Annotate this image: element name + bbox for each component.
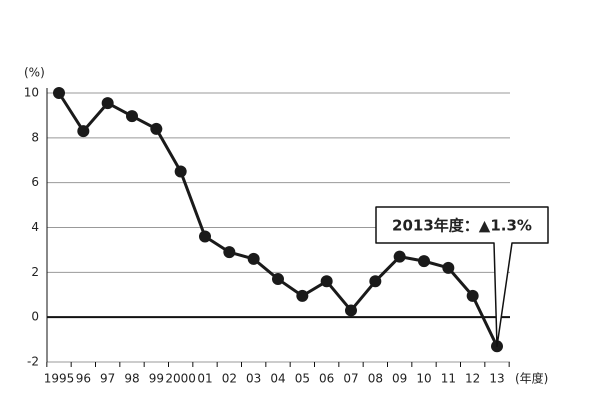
x-tick-label: 05 <box>295 372 310 386</box>
annotation: 2013年度：▲1.3% <box>392 217 532 235</box>
y-tick-label: -2 <box>27 355 39 369</box>
point <box>442 261 455 274</box>
callout <box>375 206 549 348</box>
x-tick-label: 09 <box>392 372 407 386</box>
point <box>272 273 284 286</box>
point <box>150 122 163 135</box>
y-tick-label: 8 <box>31 130 39 144</box>
y-tick-label: 6 <box>31 175 39 189</box>
point <box>418 255 430 268</box>
x-tick-label: 03 <box>246 372 261 386</box>
point <box>296 289 309 302</box>
y-tick-label: 0 <box>31 310 39 324</box>
x-tick-label: 07 <box>343 372 358 386</box>
point <box>101 97 114 110</box>
x-tick-label: 08 <box>368 372 383 386</box>
x-tick-label: 10 <box>416 372 431 386</box>
x-tick-label: 04 <box>270 372 285 386</box>
x-tick-label: 96 <box>76 372 91 386</box>
x-tick-label: 98 <box>124 372 139 386</box>
y-tick-label: 10 <box>24 86 39 100</box>
y-tick-label: 4 <box>31 220 39 234</box>
point <box>199 230 211 243</box>
point <box>77 125 90 138</box>
x-tick-label: 11 <box>441 372 456 386</box>
x-tick-label: 12 <box>465 372 480 386</box>
point <box>466 289 479 302</box>
x-tick-label: 97 <box>100 372 115 386</box>
point <box>126 110 138 123</box>
point <box>369 275 382 288</box>
x-tick-label: 1995 <box>44 372 75 386</box>
x-tick-label: 99 <box>149 372 164 386</box>
point <box>53 87 65 99</box>
x-axis-label: (年度) <box>515 371 548 386</box>
x-tick-label: 02 <box>222 372 237 386</box>
x-tick-label: 13 <box>489 372 504 386</box>
y-tick-label: 2 <box>31 265 39 279</box>
point <box>320 275 333 288</box>
point <box>345 304 357 317</box>
y-axis-label: (%) <box>24 66 45 80</box>
point <box>174 165 187 178</box>
point <box>393 250 406 263</box>
x-tick-label: 2000 <box>165 372 196 386</box>
point <box>223 246 236 259</box>
x-tick-label: 06 <box>319 372 334 386</box>
x-tick-label: 01 <box>197 372 212 386</box>
point <box>247 252 260 265</box>
